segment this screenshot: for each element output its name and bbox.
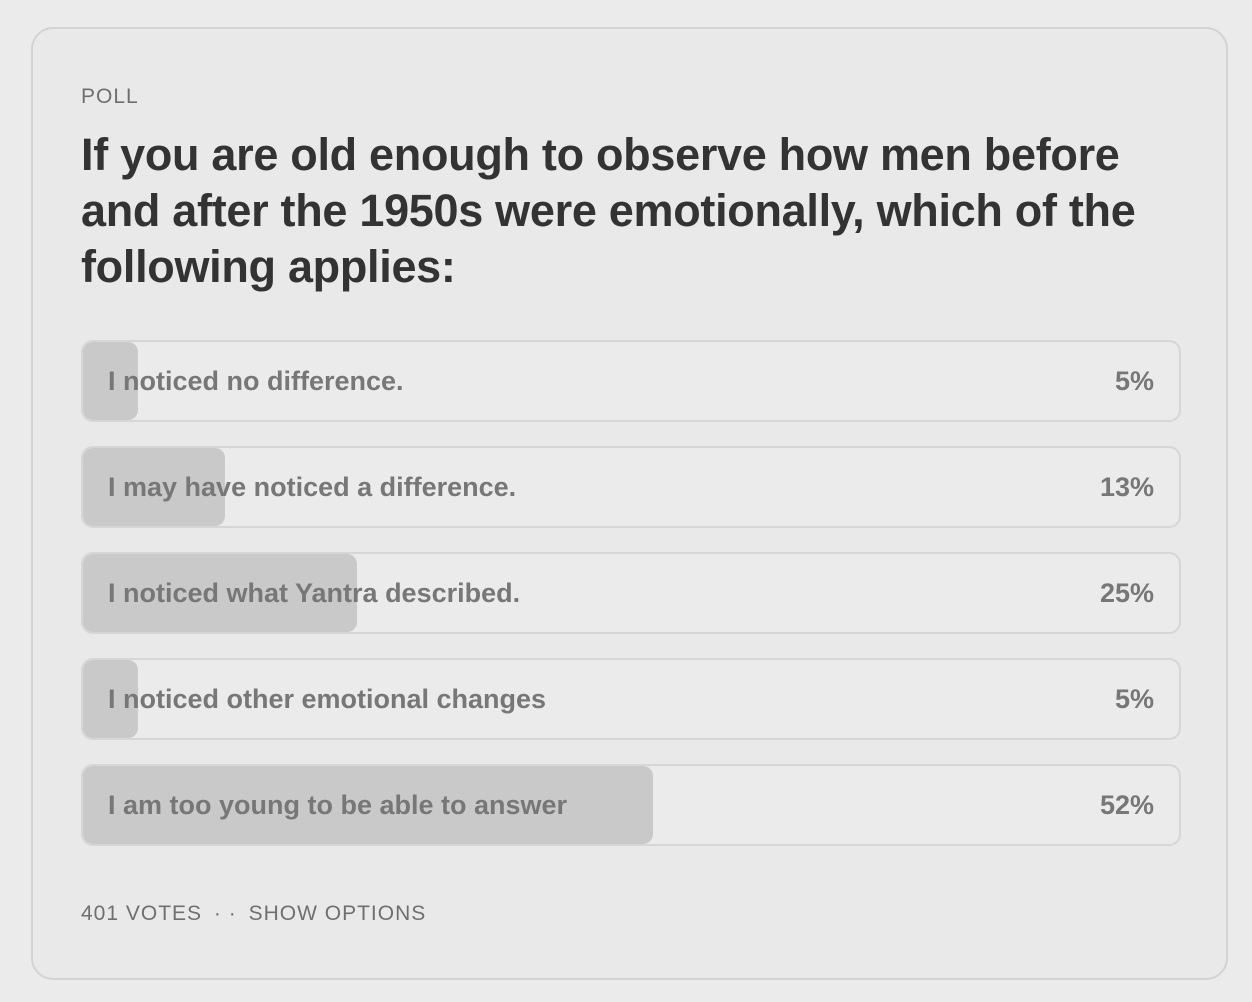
poll-label: POLL bbox=[81, 85, 139, 108]
poll-option[interactable]: I noticed what Yantra described. 25% bbox=[81, 552, 1181, 634]
poll-card: POLL If you are old enough to observe ho… bbox=[31, 27, 1228, 980]
option-label: I noticed no difference. bbox=[108, 366, 404, 396]
poll-option[interactable]: I may have noticed a difference. 13% bbox=[81, 446, 1181, 528]
option-result-bar bbox=[83, 554, 357, 632]
poll-options: I noticed no difference. 5% I may have n… bbox=[81, 340, 1181, 870]
vote-count: 401 VOTES bbox=[81, 902, 203, 925]
footer-separator: · · bbox=[213, 902, 237, 925]
poll-option[interactable]: I noticed other emotional changes 5% bbox=[81, 658, 1181, 740]
option-result-bar bbox=[83, 342, 138, 420]
option-result-bar bbox=[83, 766, 653, 844]
option-label: I may have noticed a difference. bbox=[108, 472, 517, 502]
show-options-link[interactable]: SHOW OPTIONS bbox=[248, 902, 427, 925]
poll-option[interactable]: I noticed no difference. 5% bbox=[81, 340, 1181, 422]
poll-question: If you are old enough to observe how men… bbox=[81, 129, 1136, 292]
option-label: I noticed other emotional changes bbox=[108, 684, 547, 714]
option-label: I am too young to be able to answer bbox=[108, 790, 568, 820]
option-result-bar bbox=[83, 448, 226, 526]
poll-footer: 401 VOTES · · SHOW OPTIONS bbox=[81, 902, 426, 926]
option-label: I noticed what Yantra described. bbox=[108, 578, 521, 608]
poll-option[interactable]: I am too young to be able to answer 52% bbox=[81, 764, 1181, 846]
option-percent: 5% bbox=[1114, 366, 1154, 396]
option-result-bar bbox=[83, 660, 138, 738]
option-percent: 52% bbox=[1099, 790, 1154, 820]
option-percent: 5% bbox=[1114, 684, 1154, 714]
option-percent: 13% bbox=[1099, 472, 1154, 502]
option-percent: 25% bbox=[1099, 578, 1154, 608]
